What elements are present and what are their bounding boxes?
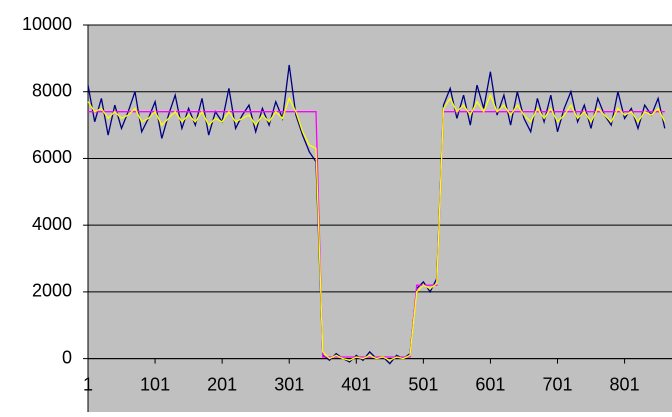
series-line: [87, 93, 666, 362]
y-tick-label: 10000: [22, 14, 72, 34]
x-tick-label: 101: [140, 374, 170, 394]
x-tick-label: 401: [341, 374, 371, 394]
y-tick-label: 8000: [32, 80, 72, 100]
plot-area: [88, 25, 672, 412]
y-tick-label: 4000: [32, 214, 72, 234]
series-line: [88, 111, 665, 358]
x-tick-label: 301: [274, 374, 304, 394]
x-tick-label: 501: [408, 374, 438, 394]
x-tick-label: 201: [207, 374, 237, 394]
y-tick-label: 2000: [32, 281, 72, 301]
y-tick-label: 0: [62, 347, 72, 367]
x-tick-label: 1: [83, 374, 93, 394]
x-tick-label: 601: [475, 374, 505, 394]
x-tick-label: 701: [542, 374, 572, 394]
x-tick-label: 801: [610, 374, 640, 394]
y-tick-label: 6000: [32, 147, 72, 167]
